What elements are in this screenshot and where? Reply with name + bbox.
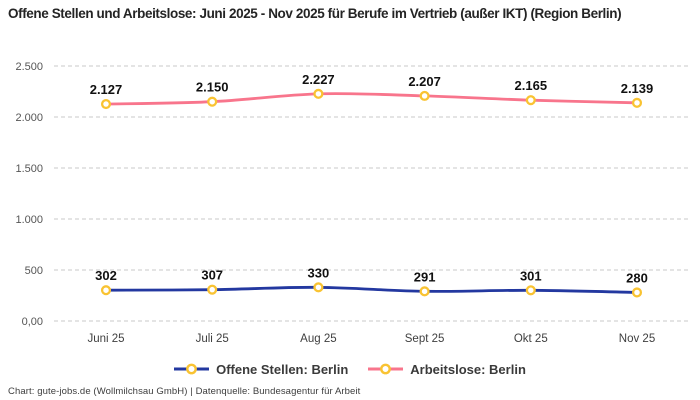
data-point-label: 301 [520, 268, 542, 283]
y-axis-tick-label: 1.000 [15, 214, 43, 226]
data-point-label: 302 [95, 268, 117, 283]
y-axis-tick-label: 1.500 [15, 163, 43, 175]
attribution-footer: Chart: gute-jobs.de (Wollmilchsau GmbH) … [8, 386, 361, 397]
series-line-1 [104, 92, 639, 106]
data-point-marker[interactable] [419, 90, 430, 101]
y-axis-tick-label: 2.500 [15, 61, 43, 73]
x-axis-tick-label: Sept 25 [405, 333, 445, 345]
data-point-label: 280 [626, 270, 648, 285]
data-point-marker[interactable] [207, 284, 218, 295]
y-axis-tick-label: 500 [25, 265, 43, 277]
legend-swatch-arbeitslose-icon [368, 363, 404, 375]
data-point-label: 2.227 [302, 72, 335, 87]
data-point-label: 307 [201, 268, 223, 283]
x-axis-tick-label: Okt 25 [514, 333, 548, 345]
data-point-label: 2.150 [196, 80, 229, 95]
data-point-label: 291 [414, 269, 436, 284]
legend-label-offene-stellen: Offene Stellen: Berlin [216, 361, 349, 377]
data-point-marker[interactable] [419, 286, 430, 297]
x-axis-tick-label: Nov 25 [619, 333, 655, 345]
chart-title: Offene Stellen und Arbeitslose: Juni 202… [8, 6, 622, 21]
data-point-label: 2.127 [90, 82, 123, 97]
data-point-marker[interactable] [100, 285, 112, 296]
data-point-marker[interactable] [100, 98, 112, 110]
data-point-marker[interactable] [631, 287, 643, 298]
y-axis-tick-label: 0,00 [22, 316, 43, 328]
legend-swatch-offene-stellen-icon [174, 363, 210, 375]
data-point-marker[interactable] [313, 282, 324, 293]
legend-item-offene-stellen[interactable]: Offene Stellen: Berlin [174, 362, 348, 377]
data-point-marker[interactable] [525, 285, 536, 296]
data-point-marker[interactable] [631, 97, 643, 108]
data-point-marker[interactable] [525, 95, 536, 106]
data-point-marker[interactable] [313, 88, 324, 99]
data-point-label: 2.165 [515, 78, 548, 93]
data-point-marker[interactable] [207, 96, 218, 107]
x-axis-tick-label: Juli 25 [196, 333, 229, 345]
legend-item-arbeitslose[interactable]: Arbeitslose: Berlin [368, 362, 526, 377]
legend-label-arbeitslose: Arbeitslose: Berlin [410, 361, 526, 377]
line-chart: 0,00 500 1.000 1.500 2.000 2.500 Juni 25 Juli 2… [15, 61, 689, 345]
chart-legend: Offene Stellen: Berlin Arbeitslose: Berl… [0, 359, 700, 379]
data-point-label: 330 [308, 265, 330, 280]
data-point-label: 2.139 [621, 81, 654, 96]
y-axis-tick-label: 2.000 [15, 112, 43, 124]
x-axis-tick-label: Aug 25 [300, 333, 336, 345]
series-line-0 [104, 285, 639, 294]
x-axis-tick-label: Juni 25 [87, 333, 124, 345]
data-point-label: 2.207 [408, 74, 441, 89]
